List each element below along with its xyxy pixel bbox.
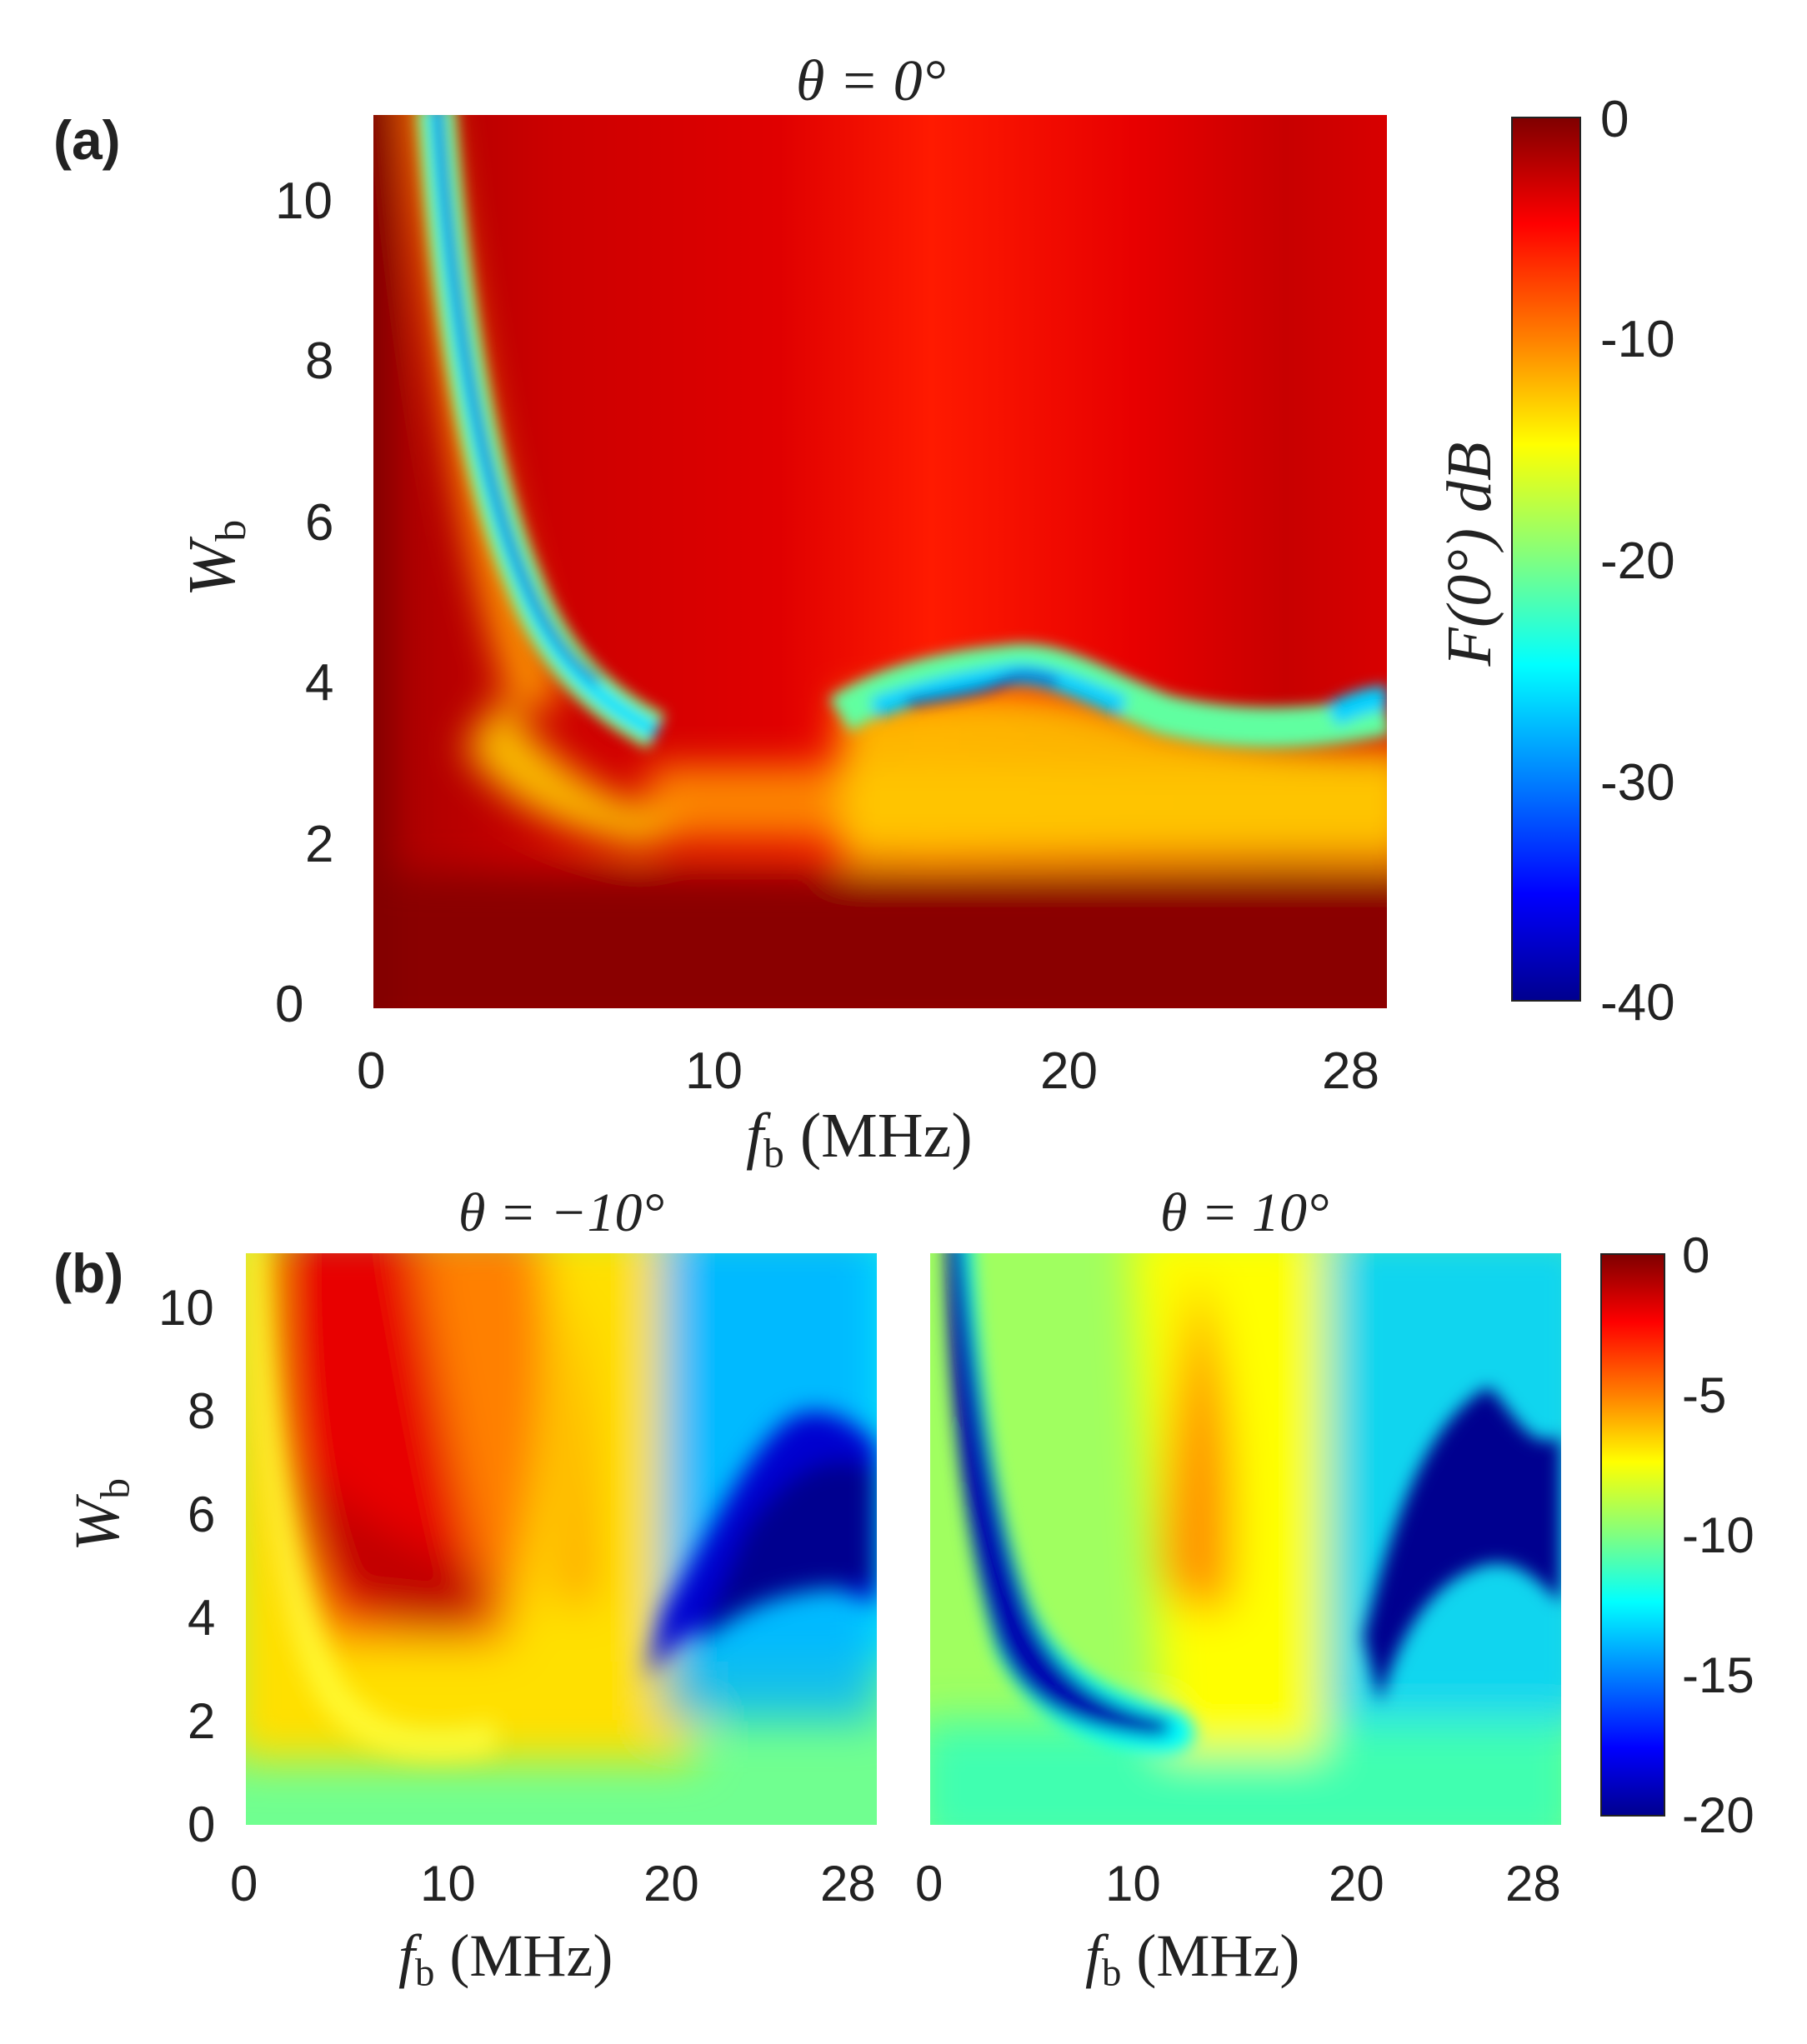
cbar-a-tick-10: -10 — [1600, 311, 1675, 368]
b-ytick-4: 4 — [188, 1590, 216, 1646]
br-xtick-0: 0 — [915, 1856, 944, 1912]
a-ytick-4: 4 — [305, 654, 334, 712]
br-xlabel-sub: b — [1102, 1951, 1122, 1995]
a-ytick-6: 6 — [305, 494, 334, 552]
bl-xtick-28: 28 — [820, 1856, 876, 1912]
bl-null-core — [696, 1460, 877, 1645]
region-low-wb — [373, 873, 1387, 1008]
null-band-cyan — [869, 662, 1128, 719]
a-ytick-10: 10 — [275, 172, 333, 230]
heatmap-b-left-svg — [246, 1253, 877, 1825]
a-xlabel: fb (MHz) — [746, 1100, 973, 1177]
heatmap-b-left — [246, 1253, 877, 1825]
br-orange-lobe — [1164, 1270, 1234, 1610]
bl-edge-yellow — [246, 1253, 496, 1760]
a-xtick-10: 10 — [685, 1042, 743, 1100]
cbar-a-tick-0: 0 — [1600, 91, 1629, 148]
bl-xlabel-symbol: f — [398, 1922, 416, 1989]
a-ylabel-symbol: W — [176, 541, 249, 597]
transition-yellow — [840, 690, 1387, 865]
a-xlabel-unit: (MHz) — [783, 1101, 973, 1171]
panel-b-left-title: θ = −10° — [458, 1182, 664, 1243]
colorbar-b — [1600, 1253, 1665, 1817]
region-low-fb — [373, 115, 390, 1008]
a-xlabel-sub: b — [763, 1130, 784, 1177]
b-ylabel-sub: b — [92, 1478, 138, 1499]
b-ylabel-symbol: W — [63, 1498, 133, 1552]
cbar-a-tick-30: -30 — [1600, 754, 1675, 812]
panel-b-letter: (b) — [53, 1242, 124, 1304]
a-xlabel-symbol: f — [746, 1101, 764, 1171]
bl-darkred — [304, 1462, 490, 1629]
b-ytick-6: 6 — [188, 1487, 216, 1542]
b-ytick-0: 0 — [188, 1797, 216, 1852]
br-xlabel: fb (MHz) — [1085, 1922, 1299, 1996]
panel-a-title: θ = 0° — [796, 49, 946, 113]
panel-a-letter: (a) — [53, 109, 121, 171]
a-xtick-0: 0 — [357, 1042, 386, 1100]
br-xlabel-symbol: f — [1085, 1922, 1103, 1989]
a-ytick-0: 0 — [275, 976, 304, 1033]
br-xtick-20: 20 — [1329, 1856, 1384, 1912]
br-null-curve — [947, 1253, 1173, 1737]
heatmap-a-svg — [373, 115, 1387, 1008]
br-xtick-28: 28 — [1505, 1856, 1561, 1912]
br-xlabel-unit: (MHz) — [1121, 1922, 1300, 1989]
panel-b-right-title: θ = 10° — [1160, 1182, 1329, 1243]
heatmap-b-right-svg — [930, 1253, 1561, 1825]
br-xtick-10: 10 — [1105, 1856, 1161, 1912]
bl-xtick-0: 0 — [230, 1856, 258, 1912]
bl-orange-lobe — [554, 1287, 596, 1603]
cbar-b-tick-5: -5 — [1682, 1367, 1727, 1423]
null-band-right — [1326, 686, 1387, 727]
cbar-a-tick-20: -20 — [1600, 532, 1675, 590]
bl-xlabel-sub: b — [415, 1951, 435, 1995]
null-curve-core — [435, 115, 601, 685]
null-band-core — [906, 672, 1059, 707]
heatmap-a — [373, 115, 1387, 1008]
b-ytick-2: 2 — [188, 1693, 216, 1749]
a-ylabel: Wb — [175, 492, 258, 625]
bl-xtick-20: 20 — [643, 1856, 699, 1912]
a-ylabel-sub: b — [208, 519, 255, 542]
a-xtick-28: 28 — [1322, 1042, 1379, 1100]
cbar-a-label: F(0°) dB — [1434, 442, 1504, 667]
curve-yellow-halo — [465, 698, 673, 848]
cbar-a-tick-40: -40 — [1600, 974, 1675, 1032]
bl-xlabel: fb (MHz) — [398, 1922, 613, 1996]
b-ylabel: Wb — [62, 1448, 142, 1582]
a-ytick-2: 2 — [305, 816, 334, 873]
a-ytick-8: 8 — [305, 332, 334, 390]
b-ytick-8: 8 — [188, 1383, 216, 1439]
cbar-b-tick-0: 0 — [1682, 1227, 1710, 1283]
br-null-region — [1364, 1387, 1561, 1703]
colorbar-a — [1511, 117, 1581, 1002]
a-xtick-20: 20 — [1040, 1042, 1098, 1100]
bl-xtick-10: 10 — [420, 1856, 476, 1912]
cbar-b-tick-20: -20 — [1682, 1787, 1754, 1843]
cbar-b-tick-15: -15 — [1682, 1647, 1754, 1703]
b-ytick-10: 10 — [158, 1280, 214, 1336]
bl-xlabel-unit: (MHz) — [434, 1922, 613, 1989]
heatmap-b-right — [930, 1253, 1561, 1825]
cbar-b-tick-10: -10 — [1682, 1507, 1754, 1563]
